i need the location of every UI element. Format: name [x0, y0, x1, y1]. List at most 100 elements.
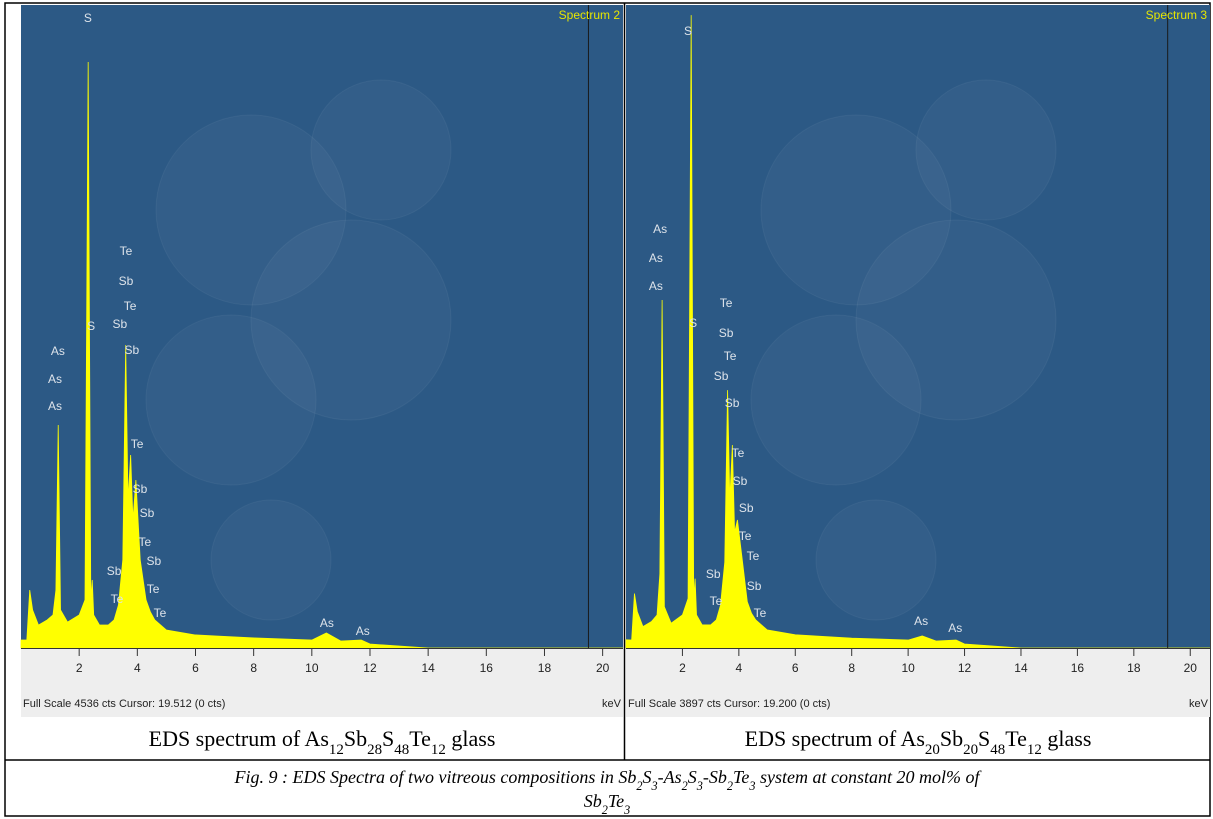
spectrum-title: Spectrum 3 — [1146, 8, 1208, 22]
peak-label: Te — [111, 592, 124, 606]
subscript: 12 — [1027, 742, 1042, 758]
x-tick-label: 18 — [538, 661, 552, 675]
x-tick-label: 2 — [76, 661, 83, 675]
peak-label: As — [649, 279, 663, 293]
text-run: Sb — [344, 726, 367, 751]
text-run: S — [382, 726, 394, 751]
subscript: 12 — [329, 742, 344, 758]
x-tick-label: 10 — [305, 661, 319, 675]
x-tick-label: 20 — [596, 661, 610, 675]
spectrum — [625, 15, 1210, 649]
background-texture — [250, 219, 452, 421]
background-texture — [145, 314, 317, 486]
subscript: 2 — [727, 779, 733, 793]
x-tick-label: 6 — [192, 661, 199, 675]
peak-label: As — [320, 616, 334, 630]
text-run: Sb — [940, 726, 963, 751]
text-run: EDS spectrum of As — [745, 726, 925, 751]
peak-label: As — [948, 621, 962, 635]
x-tick-label: 20 — [1184, 661, 1198, 675]
peak-label: Te — [139, 535, 152, 549]
peak-label: Sb — [725, 396, 740, 410]
peak-label: As — [48, 399, 62, 413]
background-texture — [310, 79, 452, 221]
text-run: S — [978, 726, 990, 751]
peak-label: Te — [724, 349, 737, 363]
text-run: Te — [409, 726, 431, 751]
x-tick-label: 6 — [792, 661, 799, 675]
peak-label: Sb — [133, 482, 148, 496]
peak-label: Te — [154, 606, 167, 620]
peak-label: As — [914, 614, 928, 628]
peak-label: Te — [739, 529, 752, 543]
peak-label: Sb — [113, 317, 128, 331]
text-run: -As — [658, 767, 682, 787]
subscript: 48 — [990, 742, 1005, 758]
peak-label: Sb — [147, 554, 162, 568]
peak-label: Te — [710, 594, 723, 608]
text-run: glass — [1042, 726, 1092, 751]
x-tick-label: 14 — [1014, 661, 1028, 675]
subscript: 3 — [650, 779, 657, 793]
background-texture — [760, 114, 952, 306]
x-tick-label: 4 — [134, 661, 141, 675]
plot-background — [21, 5, 623, 648]
background-texture — [855, 219, 1057, 421]
axis-strip — [21, 648, 623, 717]
text-run: Te — [608, 791, 624, 811]
subscript: 3 — [748, 779, 755, 793]
peak-label: Sb — [739, 501, 754, 515]
x-tick-label: 12 — [958, 661, 972, 675]
x-axis-label: keV — [602, 698, 622, 710]
x-tick-label: 10 — [901, 661, 915, 675]
peak-label: Te — [124, 299, 137, 313]
x-tick-label: 14 — [421, 661, 435, 675]
spectrum-title: Spectrum 2 — [559, 8, 621, 22]
peak-label: Te — [147, 582, 160, 596]
subscript: 2 — [602, 803, 608, 817]
panel-caption: EDS spectrum of As20Sb20S48Te12 glass — [745, 726, 1092, 758]
peak-label: Sb — [107, 564, 122, 578]
peak-label: S — [689, 316, 697, 330]
background-texture — [210, 499, 332, 621]
x-tick-label: 2 — [679, 661, 686, 675]
peak-label: Sb — [140, 506, 155, 520]
background-texture — [155, 114, 347, 306]
peak-label: As — [653, 222, 667, 236]
figure-caption: Sb2Te3 — [584, 791, 631, 817]
text-run: S — [642, 767, 651, 787]
peak-label: As — [48, 372, 62, 386]
x-tick-label: 4 — [736, 661, 743, 675]
subscript: 3 — [623, 803, 630, 817]
peak-label: Te — [754, 606, 767, 620]
subscript: 2 — [682, 779, 688, 793]
peak-label: Te — [720, 296, 733, 310]
subscript: 12 — [431, 742, 446, 758]
peak-label: As — [649, 251, 663, 265]
text-run: Fig. 9 : EDS Spectra of two vitreous com… — [234, 767, 637, 787]
subscript: 20 — [963, 742, 978, 758]
status-text: Full Scale 4536 cts Cursor: 19.512 (0 ct… — [23, 698, 225, 710]
peak-label: Sb — [747, 579, 762, 593]
text-run: Te — [733, 767, 749, 787]
x-tick-label: 8 — [848, 661, 855, 675]
peak-label: Sb — [124, 343, 139, 357]
peak-label: Te — [747, 549, 760, 563]
background-texture — [815, 499, 937, 621]
peak-label: Sb — [706, 567, 721, 581]
x-tick-label: 8 — [250, 661, 257, 675]
x-tick-label: 12 — [363, 661, 377, 675]
background-texture — [915, 79, 1057, 221]
text-run: S — [688, 767, 697, 787]
peak-label: As — [51, 344, 65, 358]
text-run: Sb — [584, 791, 602, 811]
x-tick-label: 16 — [1071, 661, 1085, 675]
peak-label: Te — [120, 244, 133, 258]
text-run: Te — [1005, 726, 1027, 751]
text-run: -Sb — [703, 767, 727, 787]
status-text: Full Scale 3897 cts Cursor: 19.200 (0 ct… — [628, 698, 830, 710]
peak-label: Te — [131, 437, 144, 451]
background-texture — [750, 314, 922, 486]
subscript: 3 — [696, 779, 703, 793]
